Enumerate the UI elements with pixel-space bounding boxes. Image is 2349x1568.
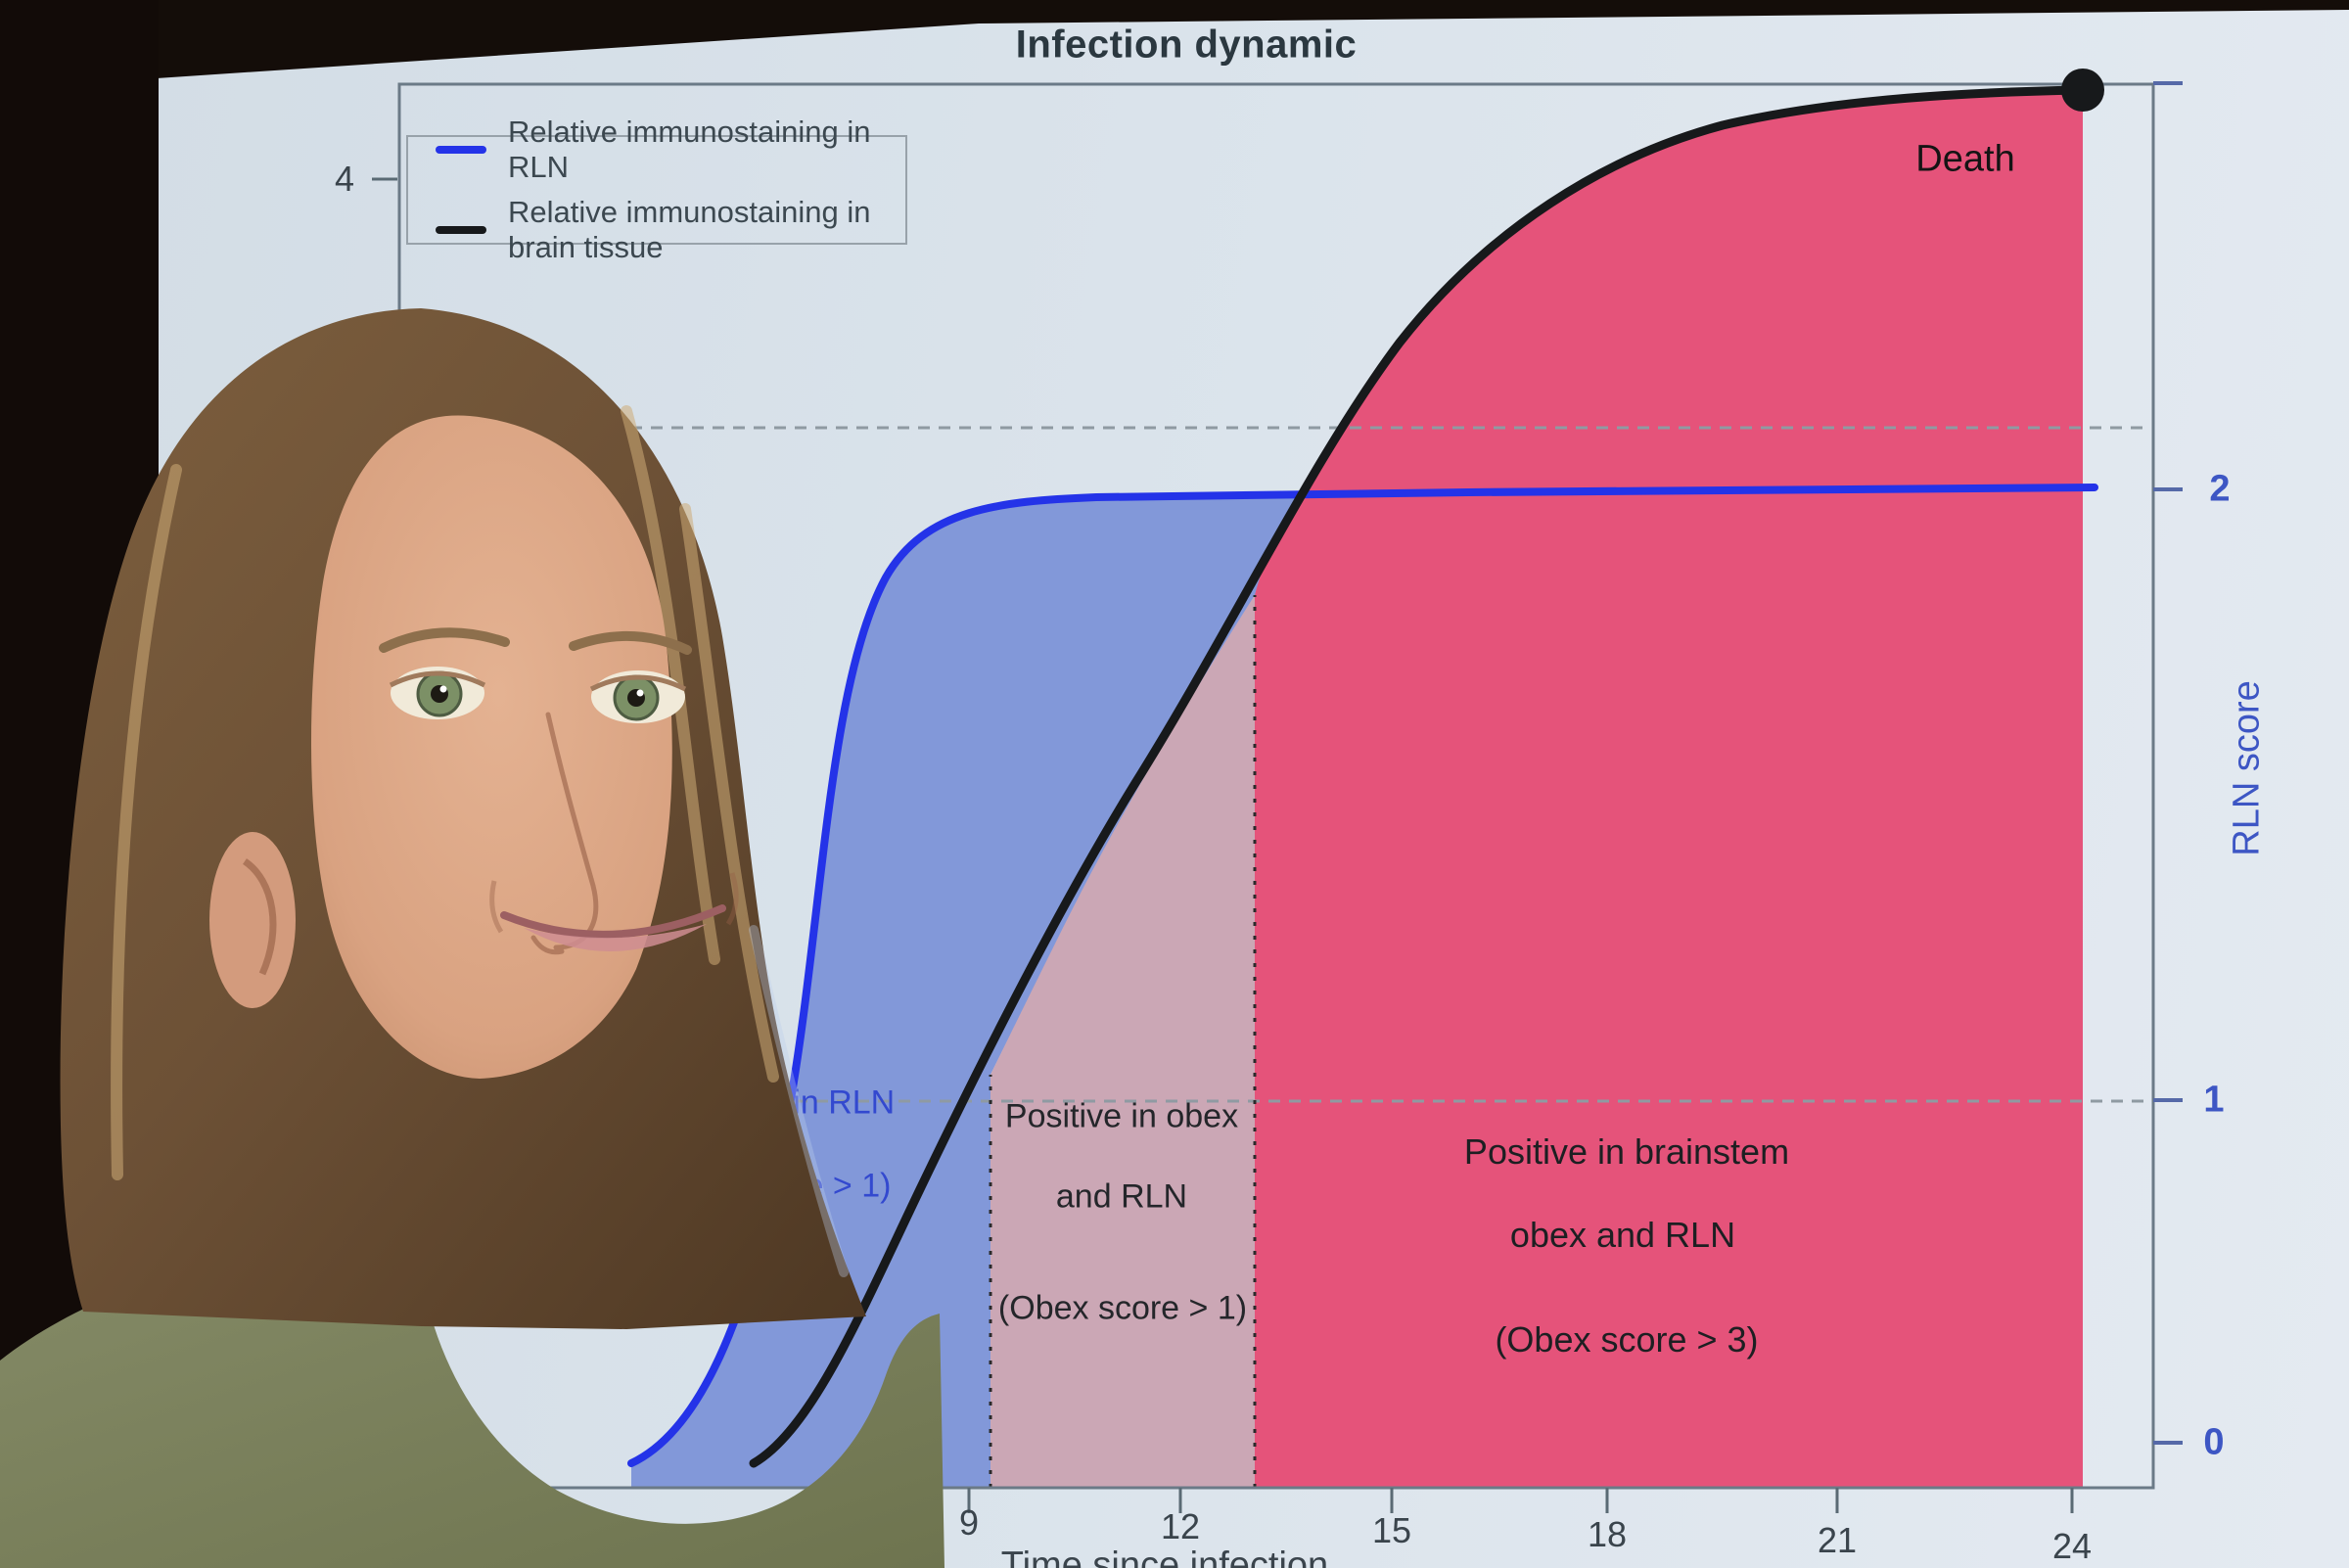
person-lower-lip [524,924,707,952]
left-eyebrow [379,627,510,653]
person-shirt [0,1258,944,1568]
ytick-right-2: 2 [2209,468,2231,510]
annotation-positive-obex-line1: Positive in obex [1004,1097,1239,1135]
death-endpoint-dot [2061,69,2104,112]
xtick-24: 24 [2051,1526,2093,1566]
chart-legend: Relative immunostaining in RLN Relative … [406,115,907,264]
annotation-positive-brainstem-line2: obex and RLN [1509,1215,1736,1255]
right-eyebrow [569,630,692,655]
legend-label-brain: Relative immunostaining in brain tissue [508,195,871,264]
xtick-9: 9 [958,1502,980,1543]
person-ear [209,832,296,1008]
smile-crease-left [489,880,504,934]
annotation-positive-brainstem-line1: Positive in brainstem [1463,1131,1790,1172]
curve-brain-immunostaining [749,85,2088,1468]
region-positive-obex [990,595,1255,1488]
legend-item-rln: Relative immunostaining in RLN [436,115,905,185]
ytick-right-0: 0 [2203,1421,2225,1463]
annotation-positive-brainstem-line3: (Obex score > 3) [1495,1319,1759,1360]
annotation-positive-obex-line3: (Obex score > 1) [997,1289,1248,1327]
curve-rln-immunostaining [627,484,2098,1467]
person-face [311,415,672,1079]
chart-title: Infection dynamic [1015,23,1358,67]
ytick-right-1: 1 [2203,1079,2225,1121]
ear-inner-shadow [242,858,277,976]
annotation-positive-obex-line2: and RLN [1055,1177,1188,1216]
region-positive-brainstem [1255,90,2083,1488]
legend-item-brain: Relative immunostaining in brain tissue [436,195,905,265]
ytick-left-4: 4 [334,159,355,199]
right-eye [589,670,687,723]
death-label: Death [1915,138,2015,180]
hair-screen-reflection [749,925,849,1277]
xtick-12: 12 [1160,1506,1201,1546]
smile-crease-right [725,872,739,926]
xtick-21: 21 [1817,1520,1858,1560]
xtick-15: 15 [1371,1510,1412,1550]
x-axis-label: Time since infection [1000,1545,1329,1568]
left-eye [389,667,486,719]
legend-label-rln: Relative immunostaining in RLN [508,115,871,184]
legend-line-blue-icon [436,146,486,154]
xtick-18: 18 [1587,1514,1628,1554]
legend-line-black-icon [436,226,486,234]
dark-top-edge [0,0,2349,94]
person-mouth [500,904,726,939]
